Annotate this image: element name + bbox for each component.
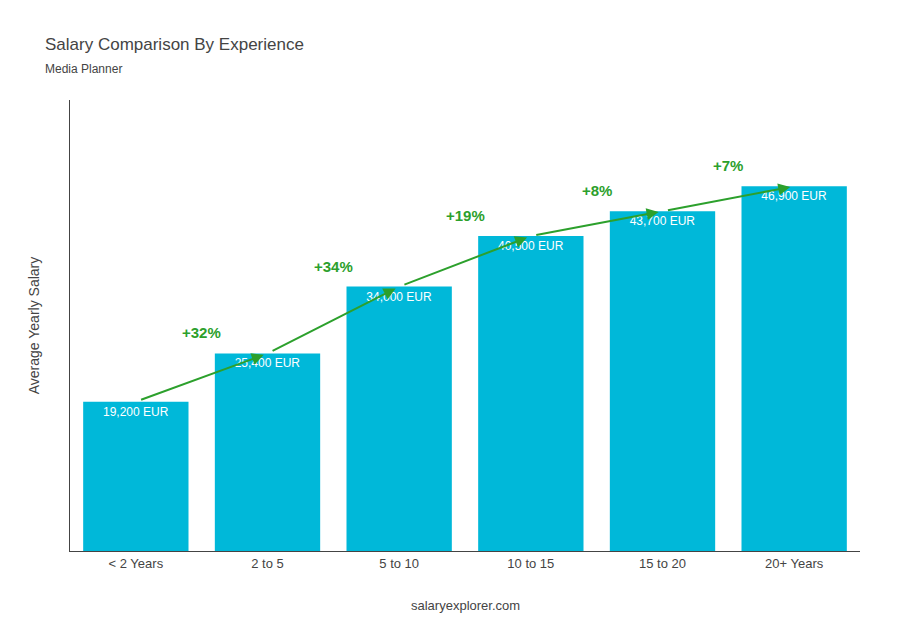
svg-text:+8%: +8% xyxy=(582,182,612,199)
svg-text:46,900 EUR: 46,900 EUR xyxy=(761,189,827,203)
svg-text:Media Planner: Media Planner xyxy=(45,62,122,76)
svg-text:20+ Years: 20+ Years xyxy=(765,556,824,571)
svg-text:2 to 5: 2 to 5 xyxy=(251,556,284,571)
svg-text:43,700 EUR: 43,700 EUR xyxy=(630,214,696,228)
svg-text:Salary Comparison By Experienc: Salary Comparison By Experience xyxy=(45,35,304,54)
svg-text:15 to 20: 15 to 20 xyxy=(639,556,686,571)
svg-text:+7%: +7% xyxy=(713,157,743,174)
svg-text:+34%: +34% xyxy=(314,258,353,275)
svg-text:10 to 15: 10 to 15 xyxy=(507,556,554,571)
svg-text:5 to 10: 5 to 10 xyxy=(379,556,419,571)
svg-text:25,400 EUR: 25,400 EUR xyxy=(235,356,301,370)
svg-text:+32%: +32% xyxy=(182,324,221,341)
svg-text:Average Yearly Salary: Average Yearly Salary xyxy=(26,257,42,395)
svg-text:40,500 EUR: 40,500 EUR xyxy=(498,239,564,253)
svg-text:< 2 Years: < 2 Years xyxy=(109,556,164,571)
svg-text:19,200 EUR: 19,200 EUR xyxy=(103,405,169,419)
svg-text:+19%: +19% xyxy=(446,207,485,224)
svg-text:salaryexplorer.com: salaryexplorer.com xyxy=(411,598,520,613)
svg-text:34,000 EUR: 34,000 EUR xyxy=(366,290,432,304)
